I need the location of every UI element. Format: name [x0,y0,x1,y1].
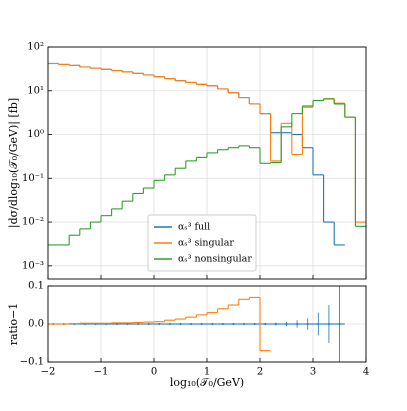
legend-label: αₛ³ full [178,222,210,233]
legend-box [147,214,257,272]
y-tick-label: 10¹ [27,85,44,96]
y-tick-label: 10⁰ [27,129,44,140]
point [126,323,129,325]
y-tick-label: 0.1 [28,281,44,292]
axes-frame [47,285,367,363]
x-tick-label: −2 [41,367,56,378]
axes-frame [47,46,367,280]
point [317,323,320,325]
y-axis-label: |dσ/dlog₁₀(𝒯₀/GeV)| [fb] [7,98,21,228]
x-axis-label: log₁₀(𝒯₀/GeV) [170,376,244,389]
point [274,323,277,325]
point [285,323,288,325]
plot-area [48,62,366,246]
legend-label: αₛ³ nonsingular [178,254,252,265]
plot-area [48,286,345,362]
point [338,323,341,325]
y-tick-label: 10² [27,42,44,53]
point [137,323,140,325]
point [232,323,235,325]
point [327,323,330,325]
point [264,323,267,325]
x-tick-label: 3 [310,367,316,378]
point [221,323,224,325]
point [179,323,182,325]
point [168,323,171,325]
point [147,323,150,325]
y-tick-label: −0.1 [20,357,44,368]
point [296,323,299,325]
y-tick-label: 0.0 [28,319,44,330]
x-tick-label: 2 [257,367,263,378]
x-tick-label: 0 [151,367,157,378]
x-tick-label: 4 [363,367,369,378]
legend-label: αₛ³ singular [178,238,234,249]
y-tick-label: 10⁻³ [22,260,44,271]
point [243,323,246,325]
point [211,323,214,325]
y-axis-label: ratio−1 [7,303,20,346]
y-tick-label: 10⁻¹ [22,173,44,184]
point [200,323,203,325]
point [306,323,309,325]
point [253,323,256,325]
x-tick-label: 1 [204,367,210,378]
point [158,323,161,325]
point [190,323,193,325]
y-tick-label: 10⁻² [22,217,44,228]
x-tick-label: −1 [94,367,109,378]
point [115,323,118,325]
